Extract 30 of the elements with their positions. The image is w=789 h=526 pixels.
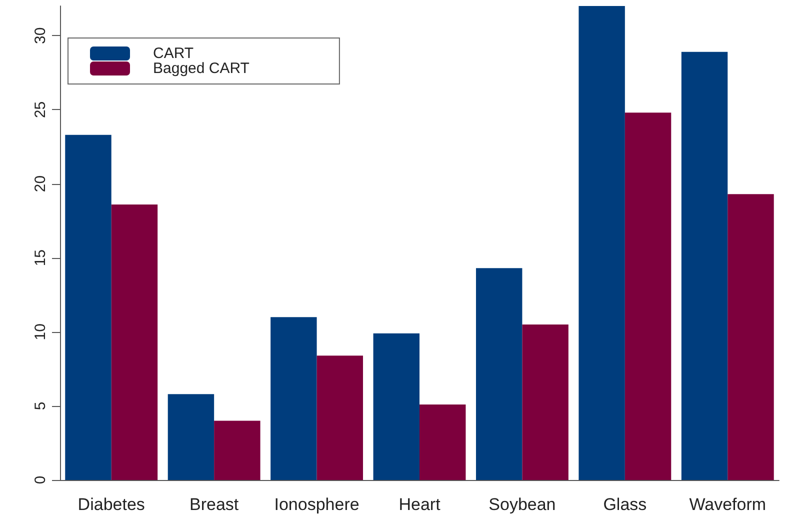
legend-label: Bagged CART bbox=[153, 60, 250, 77]
y-tick-label: 5 bbox=[32, 402, 49, 410]
bar bbox=[476, 268, 522, 480]
bar bbox=[316, 356, 364, 480]
legend-label: CART bbox=[153, 45, 194, 62]
bar bbox=[420, 404, 466, 480]
bar bbox=[168, 394, 214, 480]
bar bbox=[578, 6, 625, 480]
bar bbox=[214, 420, 260, 480]
bar bbox=[522, 324, 568, 480]
x-tick-label: Ionosphere bbox=[274, 495, 360, 514]
y-tick-label: 10 bbox=[32, 324, 49, 340]
y-tick-label: 25 bbox=[32, 101, 49, 118]
x-tick-label: Diabetes bbox=[78, 495, 145, 514]
bar bbox=[624, 112, 672, 480]
x-tick-label: Soybean bbox=[488, 495, 556, 514]
y-tick-label: 20 bbox=[32, 175, 49, 192]
y-tick-label: 30 bbox=[32, 27, 49, 44]
x-tick-label: Waveform bbox=[689, 495, 766, 514]
x-tick-label: Glass bbox=[603, 495, 647, 514]
y-tick-label: 0 bbox=[32, 476, 49, 484]
bar bbox=[65, 134, 112, 480]
x-tick-label: Breast bbox=[190, 495, 239, 514]
y-tick-label: 15 bbox=[32, 249, 49, 266]
bar bbox=[681, 52, 728, 480]
bar bbox=[728, 194, 774, 480]
x-tick-label: Heart bbox=[398, 495, 441, 514]
bar bbox=[111, 204, 158, 480]
bar bbox=[270, 317, 317, 480]
bar bbox=[373, 333, 420, 480]
